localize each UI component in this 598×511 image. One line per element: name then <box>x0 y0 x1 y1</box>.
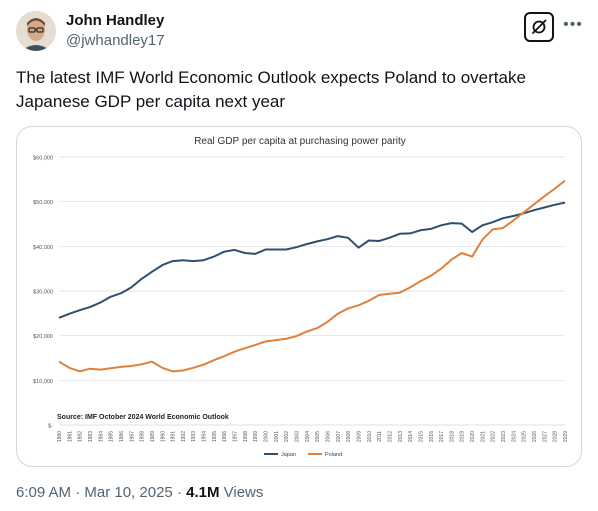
y-tick-label: $30,000 <box>33 290 53 296</box>
x-tick-label: 1998 <box>243 431 249 442</box>
series-line-poland <box>58 179 566 373</box>
x-tick-label: 1984 <box>98 431 104 442</box>
gdp-line-chart: Real GDP per capita at purchasing power … <box>33 136 569 458</box>
x-tick-label: 2010 <box>367 431 373 442</box>
tweet-text: The latest IMF World Economic Outlook ex… <box>16 68 526 111</box>
x-tick-label: 2003 <box>295 431 301 442</box>
x-tick-label: 2001 <box>274 431 280 442</box>
x-tick-label: 2005 <box>315 431 321 442</box>
chart-source-note: Source: IMF October 2024 World Economic … <box>57 414 229 421</box>
x-tick-label: 1987 <box>129 431 135 442</box>
more-options-button[interactable]: ••• <box>562 14 584 36</box>
meta-separator: · <box>176 484 182 501</box>
x-tick-label: 2013 <box>398 431 404 442</box>
x-tick-label: 2023 <box>501 431 507 442</box>
x-tick-label: 2019 <box>460 431 466 442</box>
x-tick-label: 2026 <box>532 431 538 442</box>
legend-label-japan: Japan <box>281 452 296 458</box>
x-tick-label: 1995 <box>212 431 218 442</box>
x-tick-label: 2002 <box>284 431 290 442</box>
x-tick-label: 2014 <box>408 431 414 442</box>
x-tick-label: 2018 <box>449 431 455 442</box>
x-tick-label: 2011 <box>377 431 383 442</box>
x-tick-label: 2007 <box>336 431 342 442</box>
y-tick-label: $60,000 <box>33 156 53 162</box>
series-line-japan <box>58 201 566 319</box>
author-name[interactable]: John Handley <box>66 12 165 29</box>
x-tick-label: 2017 <box>439 431 445 442</box>
avatar-image <box>16 11 56 51</box>
x-tick-label: 1986 <box>119 431 125 442</box>
tweet-meta: 6:09 AM · Mar 10, 2025 · 4.1M Views <box>16 484 263 501</box>
x-tick-label: 2021 <box>480 431 486 442</box>
grok-button[interactable] <box>524 12 554 42</box>
author-handle[interactable]: @jwhandley17 <box>66 32 165 49</box>
x-tick-label: 2029 <box>563 431 569 442</box>
x-tick-label: 2022 <box>491 431 497 442</box>
views-count: 4.1M <box>186 484 220 501</box>
y-tick-label: $20,000 <box>33 334 53 340</box>
x-tick-label: 2027 <box>542 431 548 442</box>
y-tick-label: $50,000 <box>33 200 53 206</box>
x-tick-label: 1985 <box>109 431 115 442</box>
x-tick-label: 1999 <box>253 431 259 442</box>
x-tick-label: 1981 <box>67 431 73 442</box>
x-tick-label: 2004 <box>305 431 311 442</box>
x-tick-label: 1982 <box>78 431 84 442</box>
x-tick-label: 2012 <box>387 431 393 442</box>
x-tick-label: 1980 <box>57 431 63 442</box>
more-horizontal-icon: ••• <box>563 16 583 33</box>
x-tick-label: 2020 <box>470 431 476 442</box>
x-tick-label: 2009 <box>356 431 362 442</box>
chart-title: Real GDP per capita at purchasing power … <box>194 136 406 147</box>
x-tick-label: 2028 <box>553 431 559 442</box>
legend-label-poland: Poland <box>325 452 342 458</box>
x-tick-label: 1988 <box>140 431 146 442</box>
x-tick-label: 1983 <box>88 431 94 442</box>
avatar[interactable] <box>16 11 56 51</box>
x-tick-label: 2006 <box>325 431 331 442</box>
y-tick-label: $10,000 <box>33 379 53 385</box>
x-tick-label: 1997 <box>233 431 239 442</box>
x-tick-label: 2016 <box>429 431 435 442</box>
x-tick-label: 1996 <box>222 431 228 442</box>
x-tick-label: 1993 <box>191 431 197 442</box>
y-tick-label: $40,000 <box>33 245 53 251</box>
x-tick-label: 1992 <box>181 431 187 442</box>
tweet-media-chart[interactable]: Real GDP per capita at purchasing power … <box>16 126 582 467</box>
x-tick-label: 1991 <box>171 431 177 442</box>
x-tick-label: 2024 <box>511 431 517 442</box>
x-tick-label: 1990 <box>160 431 166 442</box>
x-tick-label: 2025 <box>522 431 528 442</box>
x-tick-label: 1994 <box>202 431 208 442</box>
x-tick-label: 2015 <box>418 431 424 442</box>
x-tick-label: 2008 <box>346 431 352 442</box>
timestamp[interactable]: 6:09 AM · Mar 10, 2025 <box>16 484 173 501</box>
x-tick-label: 2000 <box>264 431 270 442</box>
y-tick-label: $- <box>48 424 53 430</box>
grok-icon <box>532 19 547 34</box>
x-tick-label: 1989 <box>150 431 156 442</box>
views-label: Views <box>223 484 264 501</box>
